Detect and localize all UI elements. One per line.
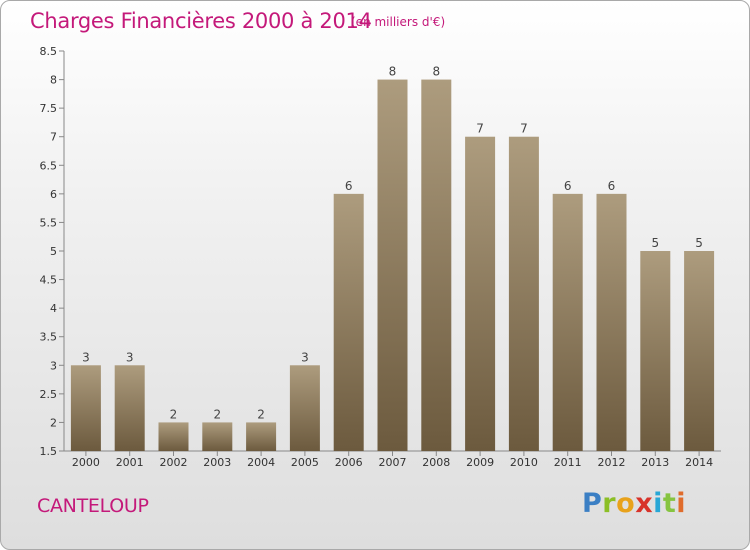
x-tick-label: 2012 xyxy=(598,456,626,469)
bar-2009 xyxy=(465,136,496,451)
chart-subtitle: (en milliers d'€) xyxy=(351,15,446,29)
bar-2014 xyxy=(684,251,715,451)
data-label-2014: 5 xyxy=(695,236,703,250)
bar-2001 xyxy=(114,365,145,451)
y-tick-label: 4 xyxy=(50,302,57,315)
logo-letter: x xyxy=(635,488,654,519)
x-tick-label: 2004 xyxy=(247,456,275,469)
data-label-2000: 3 xyxy=(82,350,90,364)
x-tick-label: 2001 xyxy=(116,456,144,469)
data-label-2011: 6 xyxy=(564,179,572,193)
data-label-2010: 7 xyxy=(520,122,528,136)
y-tick-label: 7 xyxy=(50,131,57,144)
data-label-2004: 2 xyxy=(257,407,265,421)
y-tick-label: 5 xyxy=(50,245,57,258)
bar-2005 xyxy=(289,365,320,451)
y-tick-label: 5.5 xyxy=(40,216,58,229)
x-tick-label: 2005 xyxy=(291,456,319,469)
data-label-2012: 6 xyxy=(608,179,616,193)
y-tick-label: 6.5 xyxy=(40,159,58,172)
data-label-2005: 3 xyxy=(301,350,309,364)
data-label-2008: 8 xyxy=(432,65,440,79)
bar-2000 xyxy=(70,365,101,451)
y-tick-label: 1.5 xyxy=(40,445,58,458)
x-tick-label: 2009 xyxy=(466,456,494,469)
y-tick-label: 6 xyxy=(50,188,57,201)
bar-2004 xyxy=(246,422,277,451)
commune-name: CANTELOUP xyxy=(37,495,149,517)
data-label-2013: 5 xyxy=(651,236,659,250)
y-tick-label: 8 xyxy=(50,74,57,87)
bar-2007 xyxy=(377,79,408,452)
bar-2010 xyxy=(508,136,539,451)
y-tick-label: 2.5 xyxy=(40,388,58,401)
x-tick-label: 2011 xyxy=(554,456,582,469)
bar-2006 xyxy=(333,193,364,451)
y-tick-label: 3 xyxy=(50,359,57,372)
x-tick-label: 2010 xyxy=(510,456,538,469)
x-tick-label: 2002 xyxy=(160,456,188,469)
data-label-2003: 2 xyxy=(213,407,221,421)
bar-2013 xyxy=(640,251,671,451)
logo-letter: r xyxy=(602,488,617,519)
bar-2008 xyxy=(421,79,452,452)
logo-letter: t xyxy=(662,488,677,519)
chart-bars xyxy=(70,79,715,452)
bar-2002 xyxy=(158,422,189,451)
logo-letter: i xyxy=(676,488,687,519)
proxiti-logo: Proxiti xyxy=(582,488,686,519)
data-label-2006: 6 xyxy=(345,179,353,193)
data-label-2009: 7 xyxy=(476,122,484,136)
logo-letter: i xyxy=(653,488,663,519)
bar-2012 xyxy=(596,193,627,451)
logo-letter: P xyxy=(582,488,603,519)
y-tick-label: 3.5 xyxy=(40,331,58,344)
data-label-2001: 3 xyxy=(126,350,134,364)
data-label-2007: 8 xyxy=(389,65,397,79)
x-tick-label: 2008 xyxy=(422,456,450,469)
y-tick-label: 4.5 xyxy=(40,274,58,287)
x-tick-label: 2003 xyxy=(203,456,231,469)
bar-2003 xyxy=(202,422,233,451)
bar-2011 xyxy=(552,193,583,451)
x-tick-label: 2014 xyxy=(685,456,713,469)
x-tick-label: 2000 xyxy=(72,456,100,469)
y-tick-label: 2 xyxy=(50,416,57,429)
y-tick-label: 8.5 xyxy=(40,45,58,58)
logo-letter: o xyxy=(616,488,636,519)
x-tick-label: 2006 xyxy=(335,456,363,469)
x-tick-label: 2013 xyxy=(641,456,669,469)
x-tick-label: 2007 xyxy=(379,456,407,469)
chart-labels: 2000 3 2001 3 2002 2 2003 2 2004 2 2005 3 2006 6 2007 8… xyxy=(72,65,713,469)
chart-title: Charges Financières 2000 à 2014 xyxy=(30,9,372,33)
y-tick-label: 7.5 xyxy=(40,102,58,115)
data-label-2002: 2 xyxy=(170,407,178,421)
